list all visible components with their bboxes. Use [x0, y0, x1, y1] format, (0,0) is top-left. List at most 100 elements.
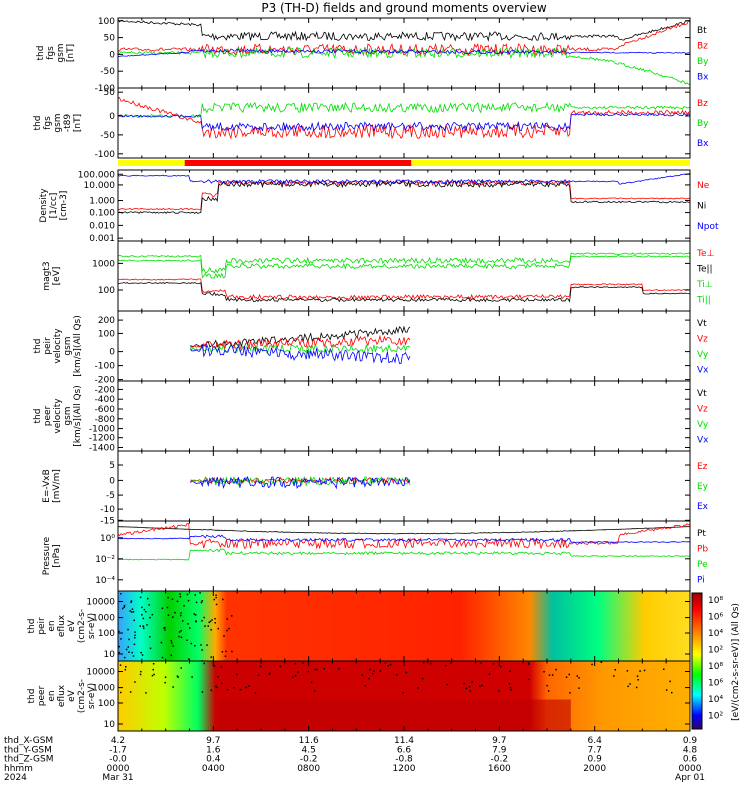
spectrogram-pixel — [129, 610, 131, 612]
spectrogram-pixel — [568, 673, 570, 676]
panel-electron_velocity: -200-400-600-800-1000-1200-1400 thd peer ve… — [33, 380, 709, 454]
y-axis-label: thd — [36, 46, 46, 61]
ephemeris-value: 0800 — [297, 764, 320, 774]
y-axis-label: [nT] — [73, 114, 83, 132]
spectrogram-pixel — [170, 654, 172, 657]
spectrogram-pixel — [180, 636, 183, 639]
spectrogram-pixel — [182, 620, 184, 622]
spectrogram-pixel — [279, 665, 281, 668]
spectrogram-pixel — [316, 668, 318, 671]
spectrogram-pixel — [130, 611, 133, 613]
y-axis-label: Density — [39, 188, 49, 223]
panel-fgs_dipole: 50 0 -50 -100 thd fgs gsm -t89 [nT] Bz By Bx — [33, 87, 709, 160]
spectrogram-pixel — [161, 607, 164, 610]
spectrogram-band — [218, 699, 571, 731]
y-tick-label: 100 — [98, 699, 115, 709]
spectrogram-pixel — [125, 648, 128, 651]
spectrogram-pixel — [578, 677, 580, 679]
spectrogram-pixel — [551, 674, 554, 676]
spectrogram-pixel — [208, 621, 210, 624]
spectrogram-pixel — [171, 642, 173, 644]
spectrogram-pixel — [528, 678, 530, 681]
spectrogram-pixel — [180, 612, 182, 614]
spectrogram-pixel — [402, 692, 404, 694]
y-tick-label: 10⁻² — [95, 555, 115, 565]
spectrogram-pixel — [569, 692, 571, 694]
spectrogram-pixel — [177, 676, 179, 678]
y-tick-label: -100 — [95, 84, 116, 94]
spectrogram-pixel — [186, 593, 189, 596]
spectrogram-pixel — [171, 598, 174, 600]
spectrogram-pixel — [430, 662, 432, 665]
spectrogram-pixel — [387, 665, 389, 667]
panel-frame — [117, 87, 691, 159]
legend-entry: Vy — [697, 350, 709, 360]
series-line-fgs-0 — [117, 19, 691, 42]
spectrogram-pixel — [142, 617, 145, 620]
spectrogram-pixel — [479, 685, 481, 687]
ephemeris-value: 0000 — [107, 764, 130, 774]
y-axis-label: [cm-3] — [59, 191, 69, 221]
legend-entry: Vx — [697, 436, 709, 446]
spectrogram-pixel — [236, 673, 238, 676]
ephemeris-value: 0000 — [679, 764, 702, 774]
panel-fgs: 100 50 0 -50 -100 thd fgs gsm [nT] Bt Bz By Bx — [36, 17, 709, 94]
spectrogram-pixel — [179, 593, 181, 595]
y-tick-label: 0.001 — [89, 234, 115, 244]
spectrogram-pixel — [248, 685, 250, 687]
y-tick-label: 100 — [98, 629, 115, 639]
ephemeris-value: 1600 — [488, 764, 511, 774]
y-tick-label: 200 — [98, 316, 115, 326]
spectrogram-pixel — [635, 686, 638, 689]
ephemeris-value: 4.2 — [111, 736, 125, 746]
y-tick-label: -50 — [100, 67, 115, 77]
spectrogram-pixel — [143, 627, 145, 630]
y-tick-label: -50 — [100, 131, 115, 141]
spectrogram-pixel — [139, 596, 142, 599]
y-tick-label: 100 — [98, 329, 115, 339]
spectrogram-pixel — [471, 681, 473, 683]
series-line-ion_velocity-3 — [189, 343, 411, 365]
spectrogram-pixel — [129, 691, 132, 693]
y-axis-label: peer — [37, 685, 47, 706]
legend-entry: Ex — [697, 502, 709, 512]
spectrogram-pixel — [231, 615, 233, 617]
ephemeris-value: Apr 01 — [675, 773, 705, 783]
spectrogram-pixel — [146, 624, 148, 626]
ephemeris-row-label: thd_X-GSM — [4, 736, 53, 746]
spectrogram-pixel — [216, 686, 218, 689]
spectrogram-pixel — [180, 630, 182, 632]
spectrogram-pixel — [239, 688, 242, 691]
spectrogram-pixel — [547, 690, 550, 692]
panel-frame — [117, 380, 691, 452]
y-axis-label: fgs — [43, 116, 53, 130]
spectrogram-pixel — [211, 619, 213, 621]
series-line-pressure-2 — [117, 548, 691, 561]
panel-temperature: 1000 100 magt3 [eV] Te⊥ Te|| Ti⊥ Ti|| — [42, 240, 715, 312]
ephemeris-value: 0400 — [202, 764, 225, 774]
panel-ion_velocity: 200 100 0 -100 -200 thd peir velocity gsm [km/s](… — [33, 310, 709, 386]
spectrogram-pixel — [147, 597, 149, 600]
spectrogram-pixel — [364, 685, 367, 687]
y-tick-label: -1200 — [89, 434, 115, 444]
spectrogram-pixel — [132, 611, 135, 613]
spectrogram-pixel — [226, 629, 228, 632]
spectrogram-pixel — [127, 628, 129, 631]
spectrogram-pixel — [145, 692, 147, 694]
colorbar-tick-label: 10⁴ — [708, 695, 723, 705]
y-tick-label: -15 — [100, 516, 115, 526]
spectrogram-pixel — [128, 638, 130, 641]
spectrogram-pixel — [149, 636, 151, 638]
spectrogram-pixel — [141, 654, 144, 656]
spectrogram-pixel — [417, 687, 419, 689]
panel-ion_spectrogram: 10000 1000 100 10 thd peir en eflux eV (cm2-s-sr-… — [27, 590, 691, 662]
spectrogram-pixel — [152, 668, 154, 671]
spectrogram-pixel — [120, 593, 122, 595]
y-axis-label: peir — [43, 337, 53, 355]
spectrogram-pixel — [120, 691, 122, 694]
legend-entry: By — [697, 57, 709, 67]
legend-entry: Ti|| — [696, 296, 711, 306]
legend-entry: Pt — [697, 529, 706, 539]
